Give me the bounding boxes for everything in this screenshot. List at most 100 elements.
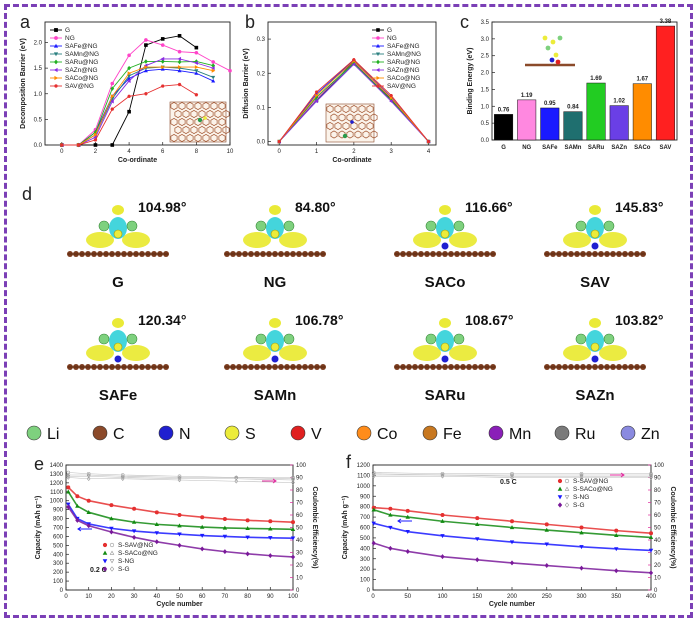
data-point [211,66,215,71]
data-point [144,59,148,64]
atom [553,52,559,58]
x-tick-label: 3 [390,149,394,155]
data-point [314,90,319,94]
structure-name: G [112,274,124,291]
atom [555,59,561,65]
carbon-ring [194,133,202,143]
data-point [228,68,232,73]
charge-lobe-yellow [112,318,124,328]
data-point [127,71,132,76]
data-point [110,107,115,111]
efficiency-point [66,475,71,480]
data-point [194,50,199,55]
lithium-atom [197,117,203,123]
structure-sav: 145.83° SAV [544,199,663,291]
x-tick-label: 1 [315,149,319,155]
efficiency-point [649,475,653,480]
data-point [211,78,216,83]
y-tick-label: 0.0 [34,143,43,149]
y-tick-label: 1100 [50,490,64,496]
metal-site [271,355,279,363]
bar-value-label: 1.02 [613,99,625,105]
charge-lobe-yellow [563,232,591,248]
carbon-ring [178,117,186,127]
data-point [277,140,281,144]
bar [632,83,652,141]
x-tick-label: 30 [131,594,138,600]
y-tick-label: 0.0 [481,138,490,144]
structure-saco: 116.66° SACo [394,199,513,291]
data-point [76,143,81,147]
x-tick-label: 100 [437,594,448,600]
data-point [177,59,182,65]
atom [542,35,548,41]
data-point [177,82,182,87]
structure-saru: 108.67° SARu [394,312,513,404]
y2-tick-label: 20 [296,563,303,569]
y-tick-label: 1.5 [34,66,43,72]
y2-tick-label: 40 [654,538,661,544]
x-tick-label: 0 [60,149,64,155]
bond-angle-label: 116.66° [465,199,513,215]
metal-site [114,355,122,363]
charge-lobe-yellow [589,318,601,328]
data-point [160,43,165,47]
legend-label: SARu@NG [65,59,98,66]
data-point [110,86,115,91]
rate-annotation: 0.2 C [90,567,107,574]
bar-value-label: 1.67 [636,77,648,83]
lithium-atom [255,333,267,345]
y-tick-label: 600 [53,534,64,540]
lithium-atom [126,220,138,232]
bar [609,105,629,141]
bar [655,25,675,141]
data-point [315,93,319,98]
y-tick-label: 1200 [357,463,371,469]
carbon-ring [350,121,358,131]
legend-marker [54,28,58,32]
y2-tick-label: 80 [654,488,661,494]
x-category-label: SAFe [542,145,558,151]
y-tick-label: 1.5 [481,87,490,93]
capacity-trend [67,503,294,540]
legend-label: S-G [118,566,130,573]
charge-lobe-cyan [109,217,127,239]
efficiency-trend [68,477,294,483]
x-category-label: G [501,145,506,151]
x-axis-label: Cycle number [489,601,536,608]
data-point [110,99,114,104]
y2-tick-label: 10 [296,576,303,582]
sulfur-atom [590,342,600,352]
sulfur-atom [270,229,280,239]
carbon-ring [198,109,206,119]
y2-tick-label: 20 [654,563,661,569]
carbon-ring [350,104,358,114]
x-tick-label: 0 [278,149,282,155]
carbon-ring [170,101,178,111]
data-point [211,68,216,73]
carbon-ring [346,130,354,139]
capacity-trend [373,542,652,574]
charge-lobe-yellow [449,345,477,361]
panel-label-d: d [22,184,32,204]
x-tick-label: 300 [576,594,587,600]
sulfur-atom [113,342,123,352]
element-swatch-n [158,425,174,441]
y-tick-label: 1.0 [34,92,43,98]
y2-tick-label: 50 [654,526,661,532]
x-tick-label: 6 [161,149,165,155]
legend-label: S-SACo@NG [118,550,158,557]
charge-lobe-cyan [109,330,127,352]
legend-marker-efficiency [564,495,570,500]
data-point [389,99,393,104]
legend-label: G [65,27,70,34]
x-category-label: SAMn [564,145,581,151]
carbon-ring [178,101,186,111]
structure-ng: 84.80° NG [224,199,336,291]
charge-lobe-yellow [599,232,627,248]
legend-marker-efficiency [109,566,115,572]
legend-marker [53,43,59,48]
efficiency-point [177,477,182,483]
legend-label: S-SACo@NG [573,486,613,493]
